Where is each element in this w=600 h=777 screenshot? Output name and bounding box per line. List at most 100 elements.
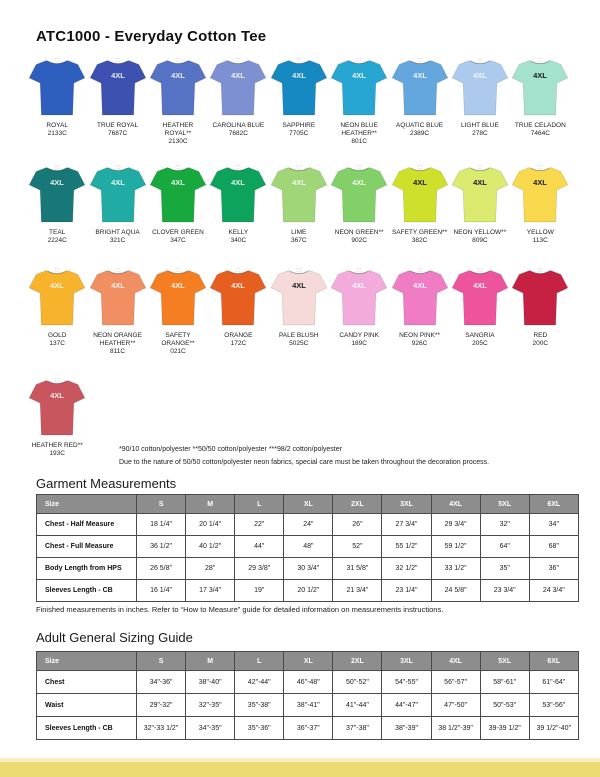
- size-column-header: S: [135, 651, 187, 671]
- tshirt-neck-tag: [296, 267, 301, 272]
- color-name: ORANGE: [224, 332, 253, 339]
- color-swatch-cell: 4XL SAPPHIRE 7705C: [269, 57, 329, 146]
- color-swatch-cell: 4XL SAFETY ORANGE** 021C: [148, 267, 208, 356]
- tshirt-collar: [470, 167, 490, 172]
- tshirt-body: [391, 60, 448, 116]
- size-column-header: 4XL: [430, 651, 481, 671]
- tshirt-collar: [349, 60, 369, 65]
- measurement-value-cell: 44": [234, 535, 285, 558]
- color-swatch-cell: 4XL NEON YELLOW** 809C: [450, 164, 510, 245]
- color-swatch-cell: 4XL CAROLINA BLUE 7682C: [208, 57, 268, 146]
- color-name: YELLOW: [526, 229, 554, 236]
- table-row: Waist 29"-32" 32"-35" 35"-38" 38"-41" 41"-44"…: [36, 693, 579, 717]
- tshirt-swatch: 4XL: [210, 164, 267, 223]
- shirt-size-mark: 4XL: [473, 178, 487, 187]
- tshirt-body: [210, 60, 267, 116]
- color-name: BRIGHT AQUA: [95, 229, 140, 236]
- measurement-value-cell: 19": [234, 579, 285, 602]
- tshirt-body: [89, 60, 146, 116]
- tshirt-body: [28, 380, 86, 436]
- measurement-value-cell: 41"-44": [332, 693, 383, 717]
- table-row: Chest - Half Measure 18 1/4" 20 1/4" 22" 24"…: [36, 513, 579, 536]
- color-swatch-cell: 4XL GOLD 137C: [27, 267, 87, 356]
- shirt-size-mark: 4XL: [231, 178, 245, 187]
- table-row: Chest - Full Measure 36 1/2" 40 1/2" 44" 48"…: [36, 535, 579, 558]
- size-column-header: XL: [283, 651, 334, 671]
- table-row: Sleeves Length - CB 32"-33 1/2" 34"-35" 35"…: [36, 716, 579, 740]
- measurement-value-cell: 16 1/4": [135, 579, 187, 602]
- measurement-value-cell: 38 1/2"-39": [430, 716, 481, 740]
- color-name: KELLY: [228, 229, 249, 236]
- color-code: 5025C: [289, 340, 309, 347]
- tshirt-swatch: 4XL: [451, 164, 509, 223]
- tshirt-collar: [168, 270, 188, 275]
- table-row: Chest 34"-36" 38"-40" 42"-44" 46"-48" 50"-52"…: [36, 670, 579, 694]
- size-header-cell: Size: [36, 494, 137, 514]
- tshirt-collar: [530, 270, 550, 275]
- color-swatch-cell: 4XL AQUATIC BLUE 2389C: [389, 57, 449, 146]
- tshirt-body: [28, 60, 86, 116]
- color-name: NEON BLUE HEATHER**: [340, 122, 378, 137]
- footer-band-solid: [0, 762, 600, 777]
- shirt-size-mark: 4XL: [533, 178, 547, 187]
- color-code: 2133C: [47, 130, 67, 137]
- shirt-row: 4XL HEATHER RED** 193C: [27, 377, 87, 458]
- measurement-value-cell: 23 3/4": [479, 579, 530, 602]
- tshirt-neck-tag: [538, 164, 543, 169]
- measurement-value-cell: 39 1/2"-40": [528, 716, 579, 740]
- tshirt-swatch: [512, 267, 569, 326]
- tshirt-neck-tag: [54, 267, 60, 272]
- color-name: SAPPHIRE: [282, 122, 316, 129]
- tshirt-body: [270, 60, 327, 116]
- measurement-value-cell: 56"-57": [430, 670, 481, 694]
- tshirt-swatch: 4XL: [149, 57, 207, 116]
- color-swatch-cell: 4XL CLOVER GREEN 347C: [148, 164, 208, 245]
- tshirt-neck-tag: [417, 267, 422, 272]
- sizing-guide-heading: Adult General Sizing Guide: [36, 630, 193, 645]
- color-name: ROYAL: [46, 122, 68, 129]
- color-swatch-cell: 4XL NEON GREEN** 902C: [329, 164, 389, 245]
- color-swatch-cell: 4XL PALE BLUSH 5025C: [269, 267, 329, 356]
- tshirt-collar: [108, 60, 128, 65]
- size-column-header: 6XL: [528, 651, 579, 671]
- shirt-row: 4XL GOLD 137C 4XL NEON ORANGE HEATHER** 81…: [27, 267, 571, 356]
- measurement-value-cell: 44"-47": [381, 693, 432, 717]
- color-swatch-cell: 4XL KELLY 340C: [208, 164, 268, 245]
- row-label-cell: Sleeves Length - CB: [36, 579, 137, 602]
- measurement-value-cell: 24": [283, 513, 334, 536]
- color-swatch-cell: 4XL TEAL 2224C: [27, 164, 87, 245]
- tshirt-body: [149, 167, 207, 223]
- measurement-value-cell: 50"-53": [479, 693, 530, 717]
- tshirt-neck-tag: [417, 57, 422, 62]
- color-swatch-cell: 4XL BRIGHT AQUA 321C: [87, 164, 147, 245]
- color-code: 113C: [532, 237, 548, 244]
- tshirt-collar: [108, 270, 128, 275]
- tshirt-swatch: 4XL: [210, 267, 267, 326]
- tshirt-swatch: 4XL: [330, 164, 388, 223]
- measurement-value-cell: 35": [479, 557, 530, 580]
- measurement-value-cell: 29 3/8": [234, 557, 285, 580]
- color-swatch-cell: 4XL LIME 367C: [269, 164, 329, 245]
- garment-measurements-heading: Garment Measurements: [36, 476, 177, 491]
- measurement-value-cell: 20 1/2": [283, 579, 334, 602]
- measurement-value-cell: 24 5/8": [430, 579, 481, 602]
- measurement-value-cell: 30 3/4": [283, 557, 334, 580]
- measurement-value-cell: 32 1/2": [381, 557, 432, 580]
- measurement-value-cell: 47"-50": [430, 693, 481, 717]
- tshirt-swatch: 4XL: [28, 267, 86, 326]
- tshirt-collar: [168, 167, 188, 172]
- measurement-value-cell: 38"-39": [381, 716, 432, 740]
- shirt-size-mark: 4XL: [50, 391, 64, 400]
- color-code: 801C: [351, 138, 367, 145]
- tshirt-body: [330, 270, 388, 326]
- color-code: 7705C: [289, 130, 309, 137]
- measurement-value-cell: 24 3/4": [528, 579, 579, 602]
- color-code: 321C: [109, 237, 126, 244]
- tshirt-body: [89, 167, 146, 223]
- color-code: 902C: [351, 237, 367, 244]
- row-label-cell: Body Length from HPS: [36, 557, 137, 580]
- color-name: CLOVER GREEN: [152, 229, 204, 236]
- tshirt-collar: [530, 60, 550, 65]
- color-code: 200C: [532, 340, 549, 347]
- shirt-size-mark: 4XL: [171, 281, 185, 290]
